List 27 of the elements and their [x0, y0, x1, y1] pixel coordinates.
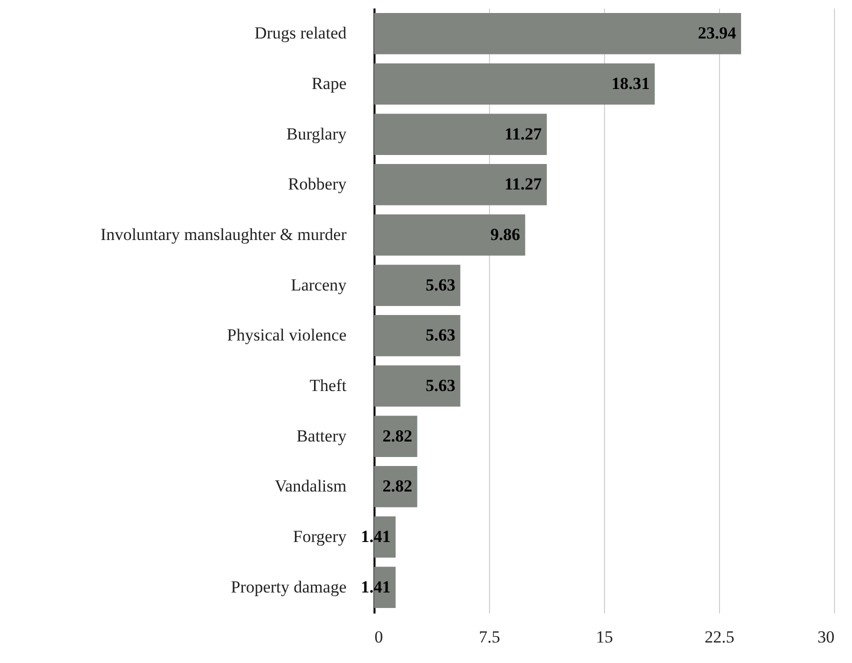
x-tick-label: 0 — [374, 628, 383, 646]
data-label: 5.63 — [426, 326, 456, 345]
data-label: 18.31 — [612, 74, 650, 93]
y-tick-label: Property damage — [230, 577, 346, 596]
y-tick-label: Larceny — [290, 275, 347, 294]
data-label: 9.86 — [490, 225, 520, 244]
y-tick-label: Vandalism — [274, 476, 346, 496]
y-tick-label: Rape — [312, 74, 346, 93]
x-tick-label: 22.5 — [704, 628, 734, 646]
data-label: 23.94 — [698, 24, 737, 43]
y-tick-label: Battery — [296, 426, 347, 446]
y-tick-label: Physical violence — [227, 326, 346, 345]
y-tick-label: Theft — [310, 376, 347, 395]
data-label: 2.82 — [382, 426, 412, 446]
y-tick-label: Burglary — [286, 124, 347, 144]
x-tick-label: 15 — [596, 628, 613, 646]
y-tick-label: Drugs related — [254, 24, 347, 43]
y-tick-label: Robbery — [288, 174, 347, 194]
y-tick-label: Involuntary manslaughter & murder — [100, 225, 347, 244]
data-label: 11.27 — [504, 174, 542, 194]
data-label: 11.27 — [504, 124, 542, 144]
x-tick-label: 30 — [818, 628, 834, 646]
data-label: 5.63 — [426, 376, 456, 395]
y-tick-label: Forgery — [292, 526, 347, 546]
data-label: 2.82 — [382, 476, 412, 496]
data-label: 5.63 — [426, 275, 456, 294]
x-tick-label: 7.5 — [478, 628, 500, 646]
